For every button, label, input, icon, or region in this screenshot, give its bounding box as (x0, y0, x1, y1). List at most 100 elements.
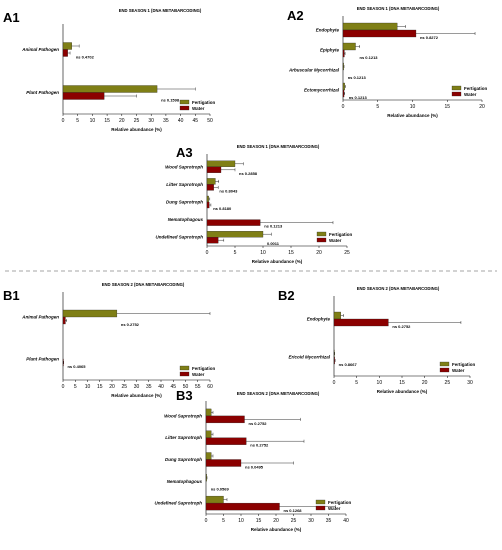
panel-label: A3 (176, 145, 193, 160)
legend-label: Water (192, 106, 205, 111)
x-tick-label: 20 (109, 384, 115, 390)
x-tick-label: 5 (222, 518, 225, 524)
chart-title: END SEASON 2 (DNA METABARCODING) (357, 286, 440, 291)
category-label: Wood Saprotroph (164, 413, 202, 418)
x-axis-title: Relative abundance (%) (377, 389, 428, 394)
x-tick-label: 40 (343, 518, 349, 524)
bar-water (342, 29, 417, 38)
category-label: Arbuscular Mycorrhizal (288, 68, 340, 73)
category-label: Litter Saprotroph (165, 435, 202, 440)
bar-fertigation (206, 231, 264, 238)
significance-label: ns 0.0495 (245, 465, 264, 470)
x-tick-label: 50 (207, 118, 213, 124)
x-tick-label: 40 (158, 384, 164, 390)
significance-label: ns 0.1213 (349, 95, 368, 100)
chart-panel-a2: A2 END SEASON 1 (DNA METABARCODING) 0 5 10 15… (287, 6, 488, 118)
x-tick-label: 5 (355, 380, 358, 386)
x-tick-label: 5 (376, 104, 379, 110)
category-label: Nematophagous (167, 479, 203, 484)
bar-water (333, 356, 335, 365)
x-tick-label: 10 (238, 518, 244, 524)
significance-label: ns 0.1213 (264, 224, 283, 229)
legend-label: Water (452, 368, 465, 373)
significance-label: ns 0.2752 (121, 322, 140, 327)
legend-swatch-fertigation (179, 99, 190, 105)
legend-swatch-water (315, 505, 326, 511)
x-tick-label: 5 (74, 384, 77, 390)
category-label: Dung Saprotroph (166, 200, 203, 205)
x-tick-label: 5 (76, 118, 79, 124)
x-tick-label: 0 (342, 104, 345, 110)
bar-fertigation (333, 311, 341, 320)
legend-label: Fertigation (192, 100, 216, 105)
category-label: Wood Saprotroph (165, 164, 203, 169)
x-tick-label: 35 (146, 384, 152, 390)
bar-water (205, 437, 247, 445)
x-axis-title: Relative abundance (%) (252, 259, 303, 264)
significance-label: ns 0.8043 (219, 188, 238, 193)
bar-fertigation (205, 430, 212, 438)
x-tick-label: 25 (134, 118, 140, 124)
x-tick-label: 20 (479, 104, 485, 110)
bar-fertigation (62, 85, 158, 93)
x-axis-title: Relative abundance (%) (111, 393, 162, 398)
x-tick-label: 20 (273, 518, 279, 524)
chart-title: END SEASON 1 (DNA METABARCODING) (119, 8, 202, 13)
category-label: Animal Pathogen (21, 315, 59, 320)
bar-fertigation (205, 408, 212, 417)
chart-title: END SEASON 2 (DNA METABARCODING) (102, 282, 185, 287)
chart-panel-a1: A1 END SEASON 1 (DNA METABARCODING) 0 5 10 15… (3, 8, 216, 132)
x-tick-label: 0 (62, 118, 65, 124)
x-tick-label: 0 (205, 518, 208, 524)
x-tick-label: 15 (97, 384, 103, 390)
legend-swatch-fertigation (439, 361, 450, 367)
x-axis-title: Relative abundance (%) (387, 113, 438, 118)
x-tick-label: 5 (234, 250, 237, 256)
legend-label: Water (328, 506, 341, 511)
x-tick-label: 25 (291, 518, 297, 524)
legend-swatch-fertigation (179, 365, 190, 371)
panel-label: A2 (287, 8, 304, 23)
x-tick-label: 0 (62, 384, 65, 390)
bar-fertigation (62, 309, 118, 318)
x-tick-label: 15 (256, 518, 262, 524)
bar-water (62, 49, 68, 57)
x-tick-label: 15 (399, 380, 405, 386)
significance-label: ns 0.4702 (76, 55, 95, 60)
legend-swatch-water (439, 367, 450, 373)
legend-label: Water (192, 372, 205, 377)
x-tick-label: 30 (308, 518, 314, 524)
significance-label: ns 0.2752 (250, 443, 269, 448)
bar-water (206, 237, 219, 244)
category-label: Dung Saprotroph (165, 457, 202, 462)
bar-water (342, 49, 345, 58)
x-tick-label: 10 (85, 384, 91, 390)
x-tick-label: 35 (326, 518, 332, 524)
legend-label: Fertigation (452, 362, 476, 367)
x-axis-title: Relative abundance (%) (251, 527, 302, 532)
x-tick-label: 20 (316, 250, 322, 256)
category-label: Endophyte (316, 28, 340, 33)
legend-label: Fertigation (329, 232, 353, 237)
chart-panel-b1: B1 END SEASON 2 (DNA METABARCODING) 0 5 10 15… (3, 282, 216, 398)
chart-panel-b2: B2 END SEASON 2 (DNA METABARCODING) 0 5 10 15… (278, 286, 476, 394)
x-tick-label: 20 (422, 380, 428, 386)
category-label: Undefined Saprotroph (156, 235, 204, 240)
x-tick-label: 10 (377, 380, 383, 386)
bar-fertigation (342, 82, 345, 91)
x-axis-title: Relative abundance (%) (111, 127, 162, 132)
category-label: Epiphyte (320, 48, 339, 53)
legend-label: Water (329, 238, 342, 243)
bar-fertigation (206, 160, 236, 167)
bar-fertigation (62, 42, 72, 50)
legend-swatch-fertigation (451, 85, 462, 91)
legend-swatch-water (179, 371, 190, 377)
significance-label: ns 0.8667 (339, 362, 358, 367)
significance-label: ns 0.8272 (420, 35, 439, 40)
significance-label: ns 0.8180 (213, 206, 232, 211)
x-tick-label: 45 (170, 384, 176, 390)
chart-panel-a3: A3 END SEASON 1 (DNA METABARCODING) 0 5 10 15… (156, 144, 353, 264)
bar-fertigation (342, 22, 398, 31)
legend-label: Fertigation (464, 86, 488, 91)
bar-water (205, 415, 245, 424)
